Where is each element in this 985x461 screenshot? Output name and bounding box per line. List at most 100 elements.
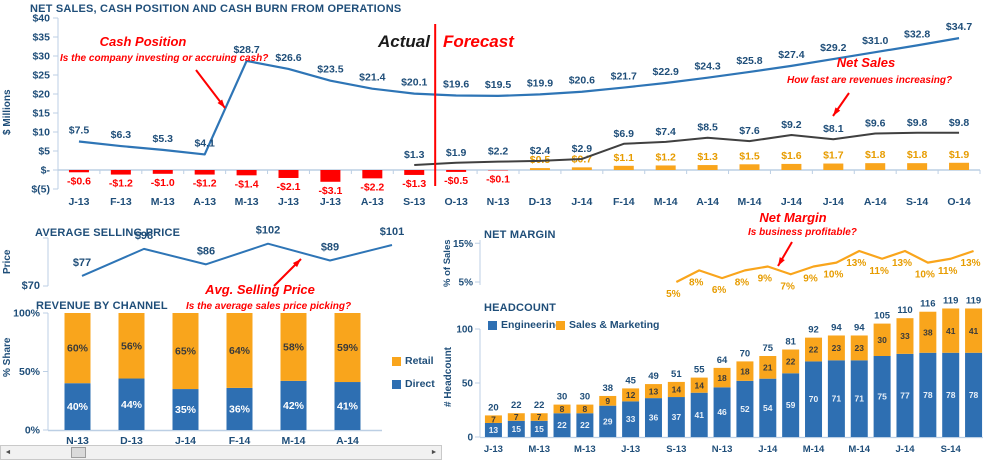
svg-text:75: 75: [763, 343, 774, 354]
svg-text:A-14: A-14: [336, 435, 359, 447]
svg-text:$1.9: $1.9: [949, 149, 970, 161]
svg-text:-$2.1: -$2.1: [277, 181, 301, 193]
cash-position-annotation-question: Is the company investing or accruing cas…: [60, 53, 269, 64]
svg-text:$89: $89: [321, 241, 339, 253]
engineering-legend-label: Engineering: [501, 319, 562, 331]
svg-text:40%: 40%: [67, 401, 89, 413]
horizontal-scrollbar[interactable]: ◄ ►: [0, 445, 442, 460]
svg-text:5%: 5%: [666, 289, 681, 300]
svg-text:$98: $98: [135, 230, 153, 242]
svg-text:$(5): $(5): [31, 184, 50, 196]
svg-text:F-14: F-14: [229, 435, 251, 447]
svg-text:M-14: M-14: [803, 444, 825, 455]
headcount-chart-title: HEADCOUNT: [484, 302, 557, 314]
svg-text:50: 50: [462, 379, 474, 390]
svg-text:12: 12: [626, 390, 636, 400]
svg-text:65%: 65%: [175, 346, 197, 358]
forecast-label: Forecast: [443, 32, 514, 51]
svg-text:$1.8: $1.8: [907, 149, 928, 161]
net-sales-annotation-question: How fast are revenues increasing?: [787, 75, 953, 86]
svg-text:S-13: S-13: [403, 196, 425, 208]
svg-text:8%: 8%: [735, 277, 750, 288]
cash-position-annotation-title: Cash Position: [99, 34, 187, 49]
svg-text:$20.1: $20.1: [401, 77, 427, 89]
svg-text:-$1.2: -$1.2: [193, 178, 217, 190]
svg-text:S-14: S-14: [906, 196, 928, 208]
revenue-chart-plot: 100% 50% 0% 40% 60% N-13 44% 56% D-13 35% 65% J-14 3…: [13, 308, 382, 447]
svg-text:18: 18: [740, 366, 750, 376]
svg-text:$15: $15: [32, 108, 50, 120]
svg-text:64: 64: [717, 355, 728, 366]
svg-text:$9.8: $9.8: [949, 117, 970, 129]
svg-text:J-14: J-14: [175, 435, 196, 447]
svg-text:33: 33: [626, 414, 636, 424]
svg-text:$1.8: $1.8: [865, 149, 886, 161]
scrollbar-left-arrow-icon[interactable]: ◄: [4, 449, 12, 456]
asp-annotation-title: Avg. Selling Price: [205, 282, 315, 297]
legend-retail: Retail: [392, 355, 434, 367]
direct-legend-label: Direct: [405, 378, 435, 390]
svg-text:64%: 64%: [229, 345, 251, 357]
svg-text:0: 0: [467, 433, 473, 444]
svg-text:$1.3: $1.3: [697, 151, 718, 163]
svg-text:-$1.3: -$1.3: [402, 178, 426, 190]
svg-text:116: 116: [920, 299, 935, 310]
svg-text:$9.2: $9.2: [781, 119, 802, 131]
svg-text:7%: 7%: [780, 281, 795, 292]
svg-text:29: 29: [603, 416, 613, 426]
svg-text:$26.6: $26.6: [275, 52, 301, 64]
svg-text:-$1.4: -$1.4: [235, 178, 259, 190]
svg-text:J-14: J-14: [895, 444, 915, 455]
svg-text:M-13: M-13: [235, 196, 259, 208]
svg-text:71: 71: [832, 394, 842, 404]
svg-text:81: 81: [785, 337, 796, 348]
svg-text:$30: $30: [32, 51, 50, 63]
svg-text:50%: 50%: [19, 366, 41, 378]
asp-chart-plot: $70 $77 $98 $86 $102 $89 $101: [22, 225, 405, 292]
svg-text:-$3.1: -$3.1: [318, 185, 342, 197]
svg-text:J-14: J-14: [758, 444, 778, 455]
legend-sales-marketing: Sales & Marketing: [556, 319, 659, 331]
svg-text:A-13: A-13: [193, 196, 216, 208]
svg-text:7: 7: [491, 414, 496, 424]
svg-text:119: 119: [966, 295, 981, 306]
svg-text:22: 22: [786, 357, 796, 367]
svg-text:30: 30: [877, 335, 887, 345]
svg-text:-$0.5: -$0.5: [444, 175, 468, 187]
scrollbar-thumb[interactable]: [71, 447, 86, 458]
svg-text:$10: $10: [32, 127, 50, 139]
svg-text:$70: $70: [22, 280, 40, 292]
svg-text:22: 22: [534, 400, 545, 411]
svg-text:13%: 13%: [892, 258, 912, 269]
svg-text:78: 78: [946, 390, 956, 400]
svg-text:$19.5: $19.5: [485, 79, 511, 91]
legend-direct: Direct: [392, 378, 435, 390]
net-margin-annotation-question: Is business profitable?: [748, 227, 857, 238]
svg-text:J-13: J-13: [320, 196, 341, 208]
svg-text:15: 15: [534, 424, 544, 434]
retail-legend-label: Retail: [405, 355, 434, 367]
svg-text:$20: $20: [32, 89, 50, 101]
scrollbar-right-arrow-icon[interactable]: ►: [430, 449, 438, 456]
svg-text:S-13: S-13: [666, 444, 686, 455]
svg-text:$8.1: $8.1: [823, 123, 844, 135]
svg-text:70: 70: [809, 394, 819, 404]
svg-text:13: 13: [489, 425, 499, 435]
svg-text:D-13: D-13: [120, 435, 143, 447]
svg-text:23: 23: [855, 343, 865, 353]
svg-text:46: 46: [717, 407, 727, 417]
svg-text:$2.9: $2.9: [572, 143, 593, 155]
svg-text:13%: 13%: [961, 258, 981, 269]
svg-text:$19.6: $19.6: [443, 79, 469, 91]
svg-text:15%: 15%: [453, 239, 473, 250]
svg-text:6%: 6%: [712, 285, 727, 296]
svg-text:$102: $102: [256, 225, 280, 237]
revenue-chart-title: REVENUE BY CHANNEL: [36, 300, 168, 312]
svg-text:55: 55: [694, 365, 705, 376]
svg-text:$28.7: $28.7: [233, 44, 259, 56]
direct-legend-swatch: [392, 379, 401, 389]
svg-text:105: 105: [874, 311, 891, 322]
svg-text:14: 14: [694, 380, 704, 390]
svg-text:$5.3: $5.3: [153, 133, 174, 145]
